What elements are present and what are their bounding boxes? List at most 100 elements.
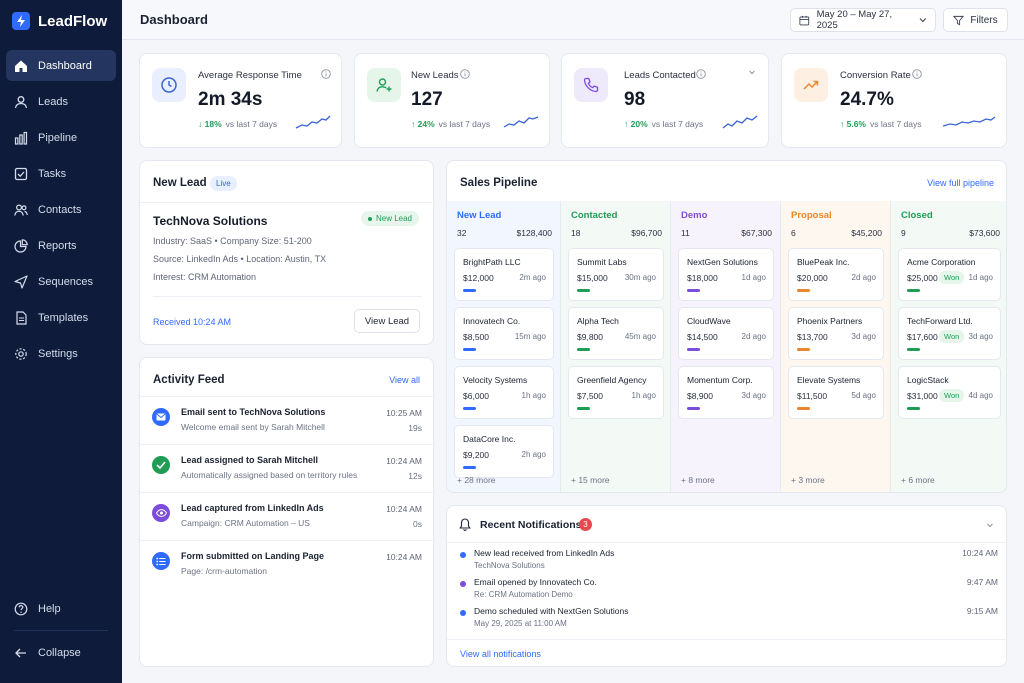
- sidebar-item-dashboard[interactable]: Dashboard: [6, 50, 116, 81]
- pipeline-column-title[interactable]: Demo: [681, 210, 708, 221]
- activity-subtitle: Page: /crm-automation: [181, 566, 267, 576]
- sidebar-item-reports[interactable]: Reports: [6, 230, 116, 261]
- activity-view-all-link[interactable]: View all: [389, 375, 420, 385]
- deal-name: Phoenix Partners: [797, 316, 863, 326]
- sidebar-item-tasks[interactable]: Tasks: [6, 158, 116, 189]
- pipeline-column-title[interactable]: New Lead: [457, 210, 502, 221]
- activity-title: Lead assigned to Sarah Mitchell: [181, 455, 319, 465]
- pie-chart-icon: [14, 238, 28, 253]
- pipeline-column-title[interactable]: Proposal: [791, 210, 832, 221]
- deal-card[interactable]: Velocity Systems $6,000 1h ago: [454, 366, 554, 419]
- stage-color-bar: [687, 407, 700, 410]
- users-icon: [14, 203, 28, 216]
- pipeline-more-link[interactable]: + 6 more: [901, 475, 935, 485]
- deal-card[interactable]: Greenfield Agency $7,500 1h ago: [568, 366, 664, 419]
- kpi-card-leads-contacted[interactable]: Leads Contacted 98 ↑ 20% vs last 7 days: [561, 53, 769, 148]
- pipeline-more-link[interactable]: + 8 more: [681, 475, 715, 485]
- deal-card[interactable]: Phoenix Partners $13,700 3d ago: [788, 307, 884, 360]
- info-icon[interactable]: [696, 69, 706, 79]
- activity-title: Lead captured from LinkedIn Ads: [181, 503, 324, 513]
- eye-icon: [152, 504, 170, 522]
- kpi-label: Conversion Rate: [840, 70, 911, 81]
- clock-icon: [152, 68, 186, 102]
- deal-age: 1h ago: [521, 391, 546, 400]
- notification-subtitle: May 29, 2025 at 11:00 AM: [474, 619, 567, 628]
- notification-subtitle: TechNova Solutions: [474, 561, 545, 570]
- info-icon[interactable]: [912, 69, 922, 79]
- kpi-delta: ↓ 18%: [198, 119, 222, 129]
- sidebar-item-sequences[interactable]: Sequences: [6, 266, 116, 297]
- check-icon: [152, 456, 170, 474]
- chevron-down-icon[interactable]: [986, 521, 994, 529]
- info-icon[interactable]: [321, 69, 331, 79]
- page-title: Dashboard: [140, 12, 208, 27]
- view-full-pipeline-link[interactable]: View full pipeline: [927, 178, 994, 188]
- sidebar-item-label: Collapse: [38, 646, 81, 659]
- won-badge: Won: [939, 389, 965, 402]
- deal-card[interactable]: DataCore Inc. $9,200 2h ago: [454, 425, 554, 478]
- sidebar-item-pipeline[interactable]: Pipeline: [6, 122, 116, 153]
- deal-card[interactable]: LogicStack $31,000 Won 4d ago: [898, 366, 1001, 419]
- new-lead-card: New Lead Live TechNova Solutions New Lea…: [139, 160, 435, 345]
- deal-card[interactable]: Acme Corporation $25,000 Won 1d ago: [898, 248, 1001, 301]
- sidebar-item-help[interactable]: Help: [6, 593, 116, 624]
- trend-up-icon: [794, 68, 828, 102]
- kpi-card-new-leads[interactable]: New Leads 127 ↑ 24% vs last 7 days: [354, 53, 550, 148]
- pipeline-column-proposal: Proposal 6 $45,200 BluePeak Inc. $20,000 2d a…: [781, 201, 891, 492]
- deal-name: NextGen Solutions: [687, 257, 758, 267]
- pipeline-column-title[interactable]: Contacted: [571, 210, 618, 221]
- kpi-value: 2m 34s: [198, 89, 263, 110]
- sidebar-footer: Help Collapse: [0, 593, 122, 673]
- sidebar-item-label: Settings: [38, 347, 78, 360]
- list-item[interactable]: Lead captured from LinkedIn Ads Campaign…: [140, 494, 435, 541]
- activity-time: 10:24 AM: [386, 552, 422, 562]
- sidebar-item-contacts[interactable]: Contacts: [6, 194, 116, 225]
- list-item[interactable]: Email sent to TechNova Solutions Welcome…: [140, 398, 435, 445]
- chevron-down-icon[interactable]: [748, 68, 756, 76]
- filters-button[interactable]: Filters: [943, 8, 1008, 32]
- home-icon: [15, 60, 27, 72]
- deal-card[interactable]: Momentum Corp. $8,900 3d ago: [678, 366, 774, 419]
- activity-duration: 12s: [408, 471, 422, 481]
- info-icon[interactable]: [460, 69, 470, 79]
- notification-title: Email opened by Innovatech Co.: [474, 577, 597, 587]
- lead-company-name[interactable]: TechNova Solutions: [153, 214, 268, 228]
- deal-card[interactable]: Innovatech Co. $8,500 15m ago: [454, 307, 554, 360]
- deal-card[interactable]: Alpha Tech $9,800 45m ago: [568, 307, 664, 360]
- sidebar-item-templates[interactable]: Templates: [6, 302, 116, 333]
- activity-time: 10:25 AM: [386, 408, 422, 418]
- pipeline-column-title[interactable]: Closed: [901, 210, 933, 221]
- kpi-card-response-time[interactable]: Average Response Time 2m 34s ↓ 18% vs la…: [139, 53, 342, 148]
- list-item[interactable]: Lead assigned to Sarah Mitchell Automati…: [140, 446, 435, 493]
- pipeline-column-count: 18: [571, 228, 581, 238]
- deal-card[interactable]: TechForward Ltd. $17,600 Won 3d ago: [898, 307, 1001, 360]
- sidebar-item-label: Pipeline: [38, 131, 78, 144]
- deal-age: 4d ago: [968, 391, 993, 400]
- stage-color-bar: [463, 348, 476, 351]
- deal-age: 3d ago: [851, 332, 876, 341]
- date-range-picker[interactable]: May 20 – May 27, 2025: [790, 8, 936, 32]
- divider: [140, 202, 435, 203]
- sidebar-item-leads[interactable]: Leads: [6, 86, 116, 117]
- deal-card[interactable]: CloudWave $14,500 2d ago: [678, 307, 774, 360]
- pipeline-more-link[interactable]: + 28 more: [457, 475, 496, 485]
- sidebar-item-label: Sequences: [38, 275, 94, 288]
- sidebar-collapse-button[interactable]: Collapse: [6, 637, 116, 668]
- brand[interactable]: LeadFlow: [0, 0, 122, 42]
- pipeline-more-link[interactable]: + 3 more: [791, 475, 825, 485]
- deal-card[interactable]: BluePeak Inc. $20,000 2d ago: [788, 248, 884, 301]
- notifications-card: Recent Notifications 3 New lead received…: [446, 505, 1008, 667]
- view-lead-button[interactable]: View Lead: [354, 309, 420, 333]
- won-badge: Won: [939, 271, 965, 284]
- list-item[interactable]: Form submitted on Landing Page Page: /cr…: [140, 542, 435, 589]
- pipeline-more-link[interactable]: + 15 more: [571, 475, 610, 485]
- deal-card[interactable]: Elevate Systems $11,500 5d ago: [788, 366, 884, 419]
- sidebar-item-label: Reports: [38, 239, 77, 252]
- deal-name: Innovatech Co.: [463, 316, 521, 326]
- sidebar-item-settings[interactable]: Settings: [6, 338, 116, 369]
- deal-card[interactable]: NextGen Solutions $18,000 1d ago: [678, 248, 774, 301]
- kpi-card-conversion-rate[interactable]: Conversion Rate 24.7% ↑ 5.6% vs last 7 d…: [781, 53, 1007, 148]
- view-all-notifications-link[interactable]: View all notifications: [460, 649, 541, 659]
- deal-card[interactable]: BrightPath LLC $12,000 2m ago: [454, 248, 554, 301]
- deal-card[interactable]: Summit Labs $15,000 30m ago: [568, 248, 664, 301]
